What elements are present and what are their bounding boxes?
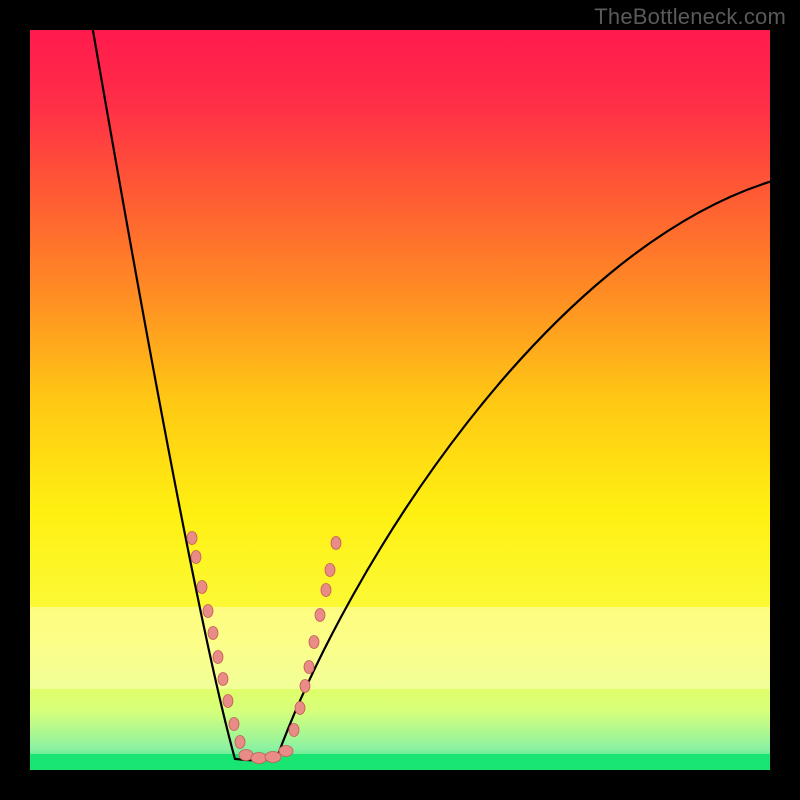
bead — [235, 736, 245, 749]
bead — [315, 609, 325, 622]
bead — [325, 564, 335, 577]
bead — [251, 753, 267, 764]
bead — [203, 605, 213, 618]
bead — [309, 636, 319, 649]
bead — [279, 746, 293, 757]
bead — [265, 752, 281, 763]
bead — [223, 695, 233, 708]
bead — [208, 627, 218, 640]
bead — [213, 651, 223, 664]
bead — [295, 702, 305, 715]
bead — [229, 718, 239, 731]
plot-frame — [30, 30, 770, 770]
bead — [304, 661, 314, 674]
bead — [191, 551, 201, 564]
beads-group — [187, 532, 341, 764]
bead — [289, 724, 299, 737]
bead — [218, 673, 228, 686]
bottleneck-curve-svg — [30, 30, 770, 770]
bottleneck-curve-path — [93, 30, 770, 760]
watermark-text: TheBottleneck.com — [594, 4, 786, 30]
bead — [300, 680, 310, 693]
bead — [321, 584, 331, 597]
bead — [187, 532, 197, 545]
bead — [331, 537, 341, 550]
bead — [197, 581, 207, 594]
